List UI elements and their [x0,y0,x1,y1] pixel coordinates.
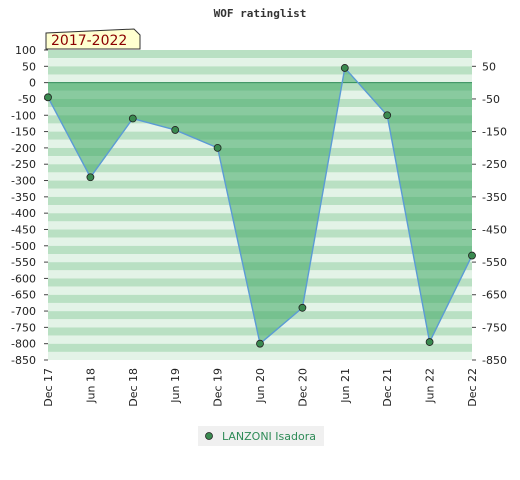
y-tick-left: 100 [15,44,36,57]
y-tick-left: -300 [11,175,36,188]
background-band [48,50,472,59]
x-tick-label: Jun 19 [169,368,182,404]
y-tick-left: -700 [11,305,36,318]
y-tick-left: -850 [11,354,36,367]
y-tick-right: -450 [482,223,507,236]
y-axis-left: 100 50 0 -50 -100 -150 -200 -250 -300 -350 -400 -45… [11,44,48,367]
legend-label: LANZONI Isadora [222,430,316,443]
y-tick-left: -800 [11,338,36,351]
period-badge: 2017-2022 [45,28,141,50]
y-tick-right: -750 [482,321,507,334]
x-tick-label: Dec 17 [42,368,55,407]
legend-marker [205,432,213,440]
x-tick-label: Jun 18 [84,368,97,404]
y-tick-left: -550 [11,256,36,269]
y-tick-left: 0 [29,77,36,90]
data-point [340,64,349,72]
data-point [298,303,307,312]
x-tick-label: Dec 21 [381,368,394,407]
y-tick-left: 50 [22,60,36,73]
data-point [383,111,392,120]
y-tick-right: -150 [482,126,507,139]
y-tick-right: -850 [482,354,507,367]
y-tick-left: -600 [11,272,36,285]
data-point [86,173,95,182]
period-label: 2017-2022 [51,33,127,49]
x-tick-label: Dec 20 [296,368,309,407]
data-point [425,338,434,346]
y-tick-left: -500 [11,240,36,253]
legend: LANZONI Isadora [198,426,324,446]
data-points [44,64,476,348]
y-tick-right: -650 [482,289,507,302]
x-tick-label: Jun 22 [424,368,437,404]
x-tick-label: Dec 19 [212,368,225,407]
x-tick-label: Dec 18 [127,368,140,407]
background-band [48,66,472,75]
background-band [48,58,472,67]
y-tick-left: -750 [11,321,36,334]
y-tick-left: -650 [11,289,36,302]
y-axis-right: 50 -50 -150 -250 -350 -450 -550 -650 -750 -850 [472,60,507,367]
data-point [171,126,180,134]
data-point [213,143,222,152]
y-tick-left: -100 [11,109,36,122]
background-band [48,343,472,352]
y-tick-right: -350 [482,191,507,204]
y-tick-left: -400 [11,207,36,220]
y-tick-left: -150 [11,126,36,139]
y-tick-left: -250 [11,158,36,171]
y-tick-left: -50 [18,93,36,106]
data-point [256,339,264,348]
data-point [128,114,137,123]
y-tick-right: -550 [482,256,507,269]
y-tick-right: -50 [482,93,500,106]
y-tick-right: -250 [482,158,507,171]
chart-title: WOF ratinglist [214,7,307,20]
series-area [48,67,472,344]
x-tick-label: Dec 22 [466,368,479,407]
y-tick-left: -350 [11,191,36,204]
y-tick-left: -450 [11,223,36,236]
data-point [44,93,52,102]
x-tick-label: Jun 20 [254,368,267,404]
x-tick-label: Jun 21 [339,368,352,404]
y-tick-right: 50 [482,60,496,73]
x-axis: Dec 17 Jun 18 Dec 18 Jun 19 Dec 19 Jun 20 Dec … [42,368,479,407]
background-band [48,351,472,360]
y-tick-left: -200 [11,142,36,155]
data-point [468,251,476,260]
background-band [48,74,472,83]
